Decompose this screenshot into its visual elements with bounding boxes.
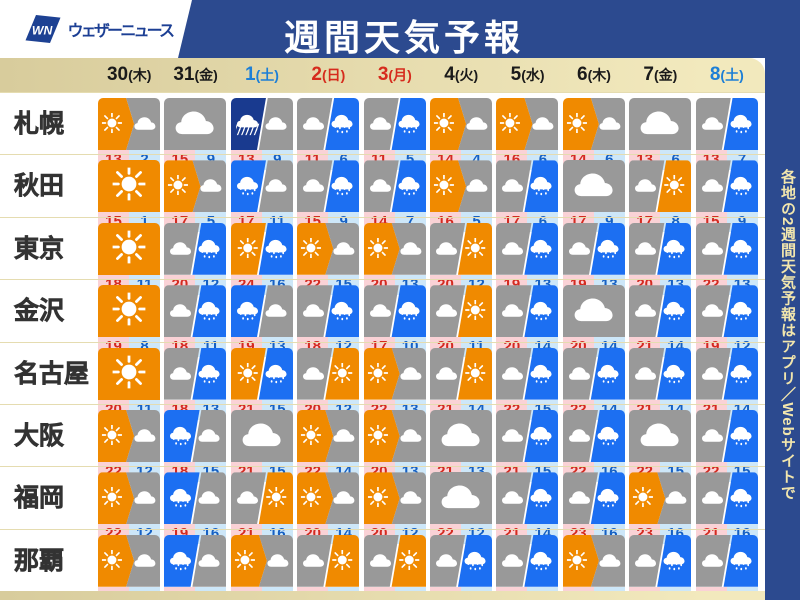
svg-text:WN: WN [32,23,54,37]
